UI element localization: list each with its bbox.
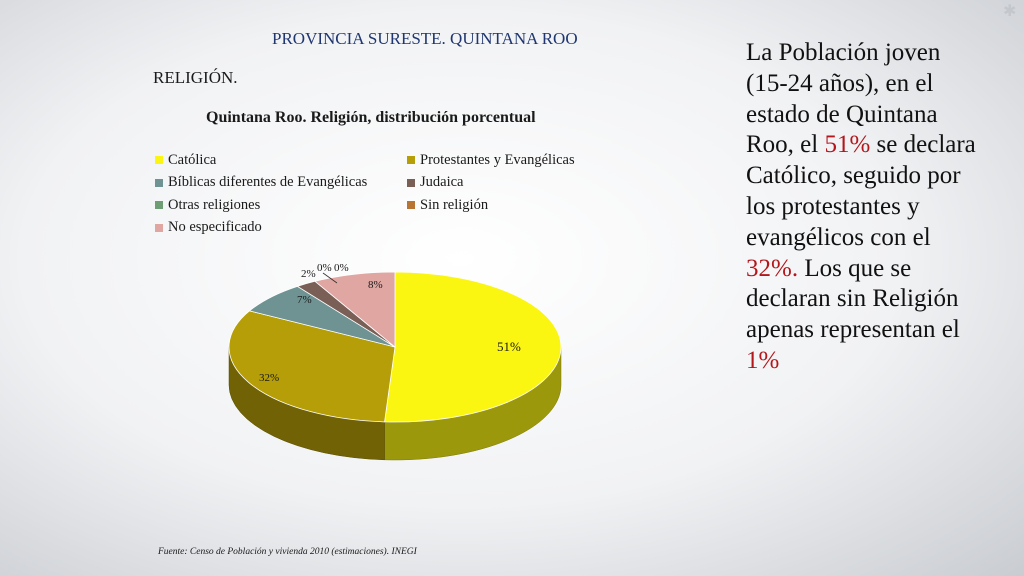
- slide-header-title: PROVINCIA SURESTE. QUINTANA ROO: [272, 29, 578, 48]
- legend-label: Protestantes y Evangélicas: [420, 151, 575, 168]
- highlight-catolica: 51%: [824, 131, 871, 159]
- highlight-sin-religion: 1%: [746, 346, 780, 374]
- pie-data-label: 7%: [297, 294, 312, 306]
- legend-swatch: [155, 178, 163, 187]
- legend-swatch: [155, 201, 163, 210]
- summary-text: La Población joven (15-24 años), en el e…: [746, 38, 976, 377]
- pie-slice: [314, 271, 396, 348]
- pie-data-label: 0%: [317, 262, 332, 274]
- summary-text-part1: La Población joven (15-24 años), en el e…: [746, 39, 941, 159]
- pie-data-label: 8%: [368, 279, 383, 291]
- pie-slice: [228, 310, 396, 423]
- legend-swatch: [407, 156, 415, 165]
- source-note: Fuente: Censo de Población y vivienda 20…: [158, 547, 417, 557]
- legend-item: Protestantes y Evangélicas: [407, 149, 617, 172]
- pie-label-leader: [322, 272, 338, 284]
- legend-swatch: [407, 201, 415, 210]
- pie-data-label: 2%: [301, 268, 316, 280]
- legend-swatch: [407, 178, 415, 187]
- highlight-protestantes: 32%.: [746, 254, 799, 282]
- legend-label: Judaica: [420, 174, 464, 191]
- pie-data-label: 32%: [259, 372, 279, 384]
- section-label: RELIGIÓN.: [153, 68, 238, 87]
- legend-label: Sin religión: [420, 196, 489, 213]
- legend-label: Otras religiones: [168, 196, 261, 213]
- legend-item: Bíblicas diferentes de Evangélicas: [155, 172, 407, 195]
- legend-label: Bíblicas diferentes de Evangélicas: [168, 174, 368, 191]
- legend-item: Judaica: [407, 172, 617, 195]
- legend-item: No especificado: [155, 217, 407, 240]
- chart-title: Quintana Roo. Religión, distribución por…: [206, 109, 536, 126]
- legend-item: Otras religiones: [155, 194, 407, 217]
- chart-legend: Católica Protestantes y Evangélicas Bíblic…: [155, 149, 625, 239]
- summary-text-part3: Los que se declaran sin Religión apenas …: [746, 254, 960, 344]
- legend-swatch: [155, 223, 163, 232]
- pie-data-label: 51%: [497, 339, 521, 354]
- legend-label: No especificado: [168, 219, 262, 236]
- pie-chart: 51%32%7%2% 0% 0%8%: [228, 262, 562, 461]
- legend-label: Católica: [168, 151, 217, 168]
- pie-data-label: 0%: [334, 262, 349, 274]
- legend-item: Sin religión: [407, 194, 617, 217]
- corner-decoration-icon: ✱: [1003, 1, 1017, 20]
- legend-item: Católica: [155, 149, 407, 172]
- legend-swatch: [155, 156, 163, 165]
- summary-text-part2: se declara Católico, seguido por los pro…: [746, 131, 976, 251]
- pie-slice: [384, 271, 562, 423]
